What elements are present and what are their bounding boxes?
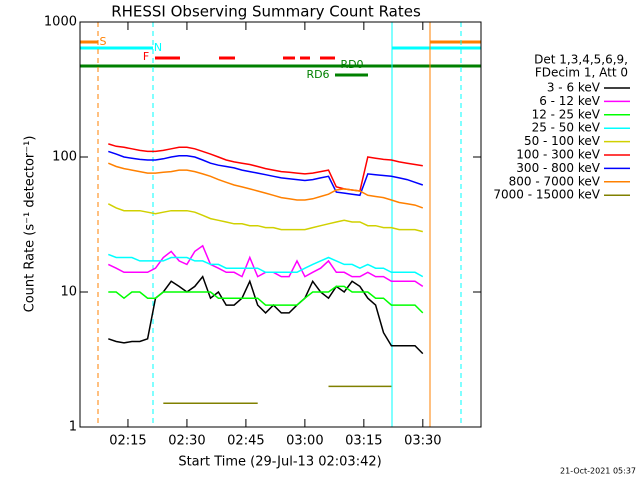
x-tick-label: 02:45	[227, 434, 264, 449]
series-line	[108, 150, 424, 197]
annotation: RD0	[340, 58, 363, 71]
legend-label: 25 - 50 keV	[532, 121, 601, 135]
legend-header: FDecim 1, Att 0	[535, 66, 628, 80]
x-tick-label: 03:00	[286, 434, 323, 449]
series-line	[108, 285, 424, 314]
series-line	[107, 203, 423, 233]
legend-header: Det 1,3,4,5,6,9,	[534, 53, 628, 67]
legend-label: 50 - 100 keV	[524, 134, 601, 148]
y-tick-label: 1	[69, 420, 77, 435]
annotation: N	[154, 41, 162, 54]
series-line	[163, 385, 392, 404]
chart-title: RHESSI Observing Summary Count Rates	[111, 3, 421, 21]
legend-label: 3 - 6 keV	[547, 81, 601, 95]
annotation: F	[143, 50, 149, 63]
legend-label: 6 - 12 keV	[539, 94, 601, 108]
x-tick-label: 03:30	[404, 434, 441, 449]
legend-label: 800 - 7000 keV	[509, 174, 601, 188]
plot-frame	[79, 21, 482, 428]
x-tick-label: 03:15	[345, 434, 382, 449]
y-axis-label: Count Rate (s⁻¹ detector⁻¹)	[23, 136, 38, 313]
annotation: RD6	[306, 68, 329, 81]
y-tick-label: 100	[52, 150, 77, 165]
x-tick-label: 02:15	[109, 434, 146, 449]
footer: 21-Oct-2021 05:37	[560, 467, 636, 476]
series-line	[108, 162, 424, 209]
series-line	[108, 143, 423, 192]
x-axis-label: Start Time (29-Jul-13 02:03:42)	[178, 455, 381, 470]
legend-label: 7000 - 15000 keV	[493, 188, 600, 202]
y-tick-label: 1000	[44, 15, 77, 30]
legend-label: 100 - 300 keV	[516, 148, 600, 162]
y-tick-label: 10	[60, 285, 77, 300]
legend-label: 12 - 25 keV	[532, 107, 601, 121]
series-line	[108, 253, 424, 278]
x-tick-label: 02:30	[168, 434, 205, 449]
annotation: S	[100, 35, 107, 48]
legend-label: 300 - 800 keV	[516, 161, 600, 175]
